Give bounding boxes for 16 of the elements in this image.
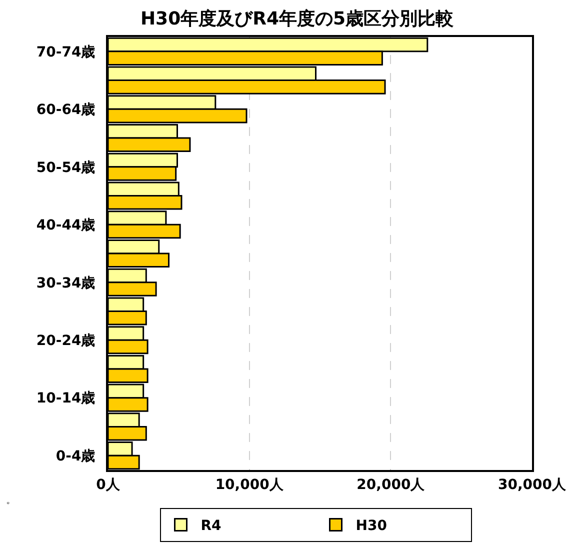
x-tick-label: 0人 bbox=[96, 476, 121, 493]
x-tick-label: 30,000人 bbox=[498, 476, 568, 493]
chart-title: H30年度及びR4年度の5歳区分別比較 bbox=[140, 8, 455, 30]
y-tick-label: 0-4歳 bbox=[56, 448, 96, 464]
y-tick-label: 60-64歳 bbox=[36, 102, 96, 118]
text: 。 bbox=[6, 495, 16, 506]
y-tick-label: 40-44歳 bbox=[36, 218, 96, 234]
y-tick-label: 30-34歳 bbox=[36, 275, 96, 292]
legend-label: R4 bbox=[200, 518, 222, 534]
x-tick-label: 20,000人 bbox=[356, 476, 426, 493]
y-tick-label: 20-24歳 bbox=[36, 333, 96, 349]
y-tick-label: 50-54歳 bbox=[36, 160, 96, 176]
legend-label: H30 bbox=[356, 518, 388, 534]
y-tick-label: 70-74歳 bbox=[36, 44, 96, 60]
y-tick-label: 10-14歳 bbox=[36, 390, 96, 407]
x-tick-label: 10,000人 bbox=[215, 476, 284, 493]
